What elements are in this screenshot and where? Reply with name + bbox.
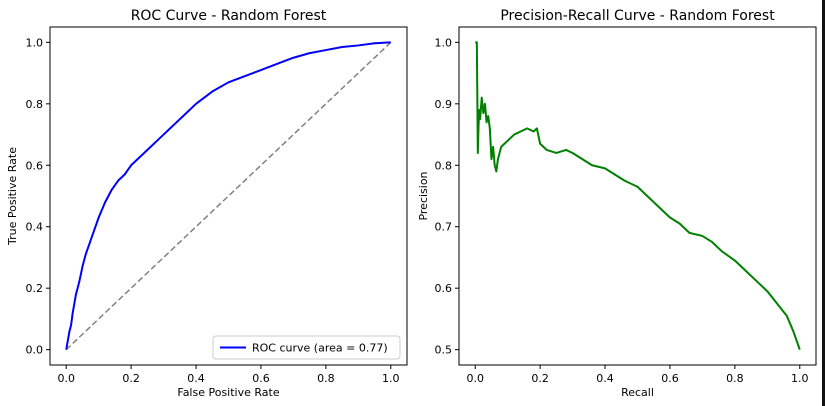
roc-y-tick-label: 0.4 [26,221,44,234]
pr-x-tick-label: 0.2 [531,372,549,385]
roc-x-tick-label: 0.8 [317,372,335,385]
roc-y-tick-label: 1.0 [26,36,44,49]
roc-y-tick-label: 0.2 [26,282,44,295]
roc-x-tick-label: 1.0 [382,372,400,385]
pr-y-tick-label: 0.9 [435,98,453,111]
roc-y-tick-label: 0.8 [26,98,44,111]
pr-x-tick-label: 0.4 [596,372,614,385]
roc-x-tick-label: 0.6 [252,372,270,385]
roc-y-axis-label: True Positive Rate [6,147,19,246]
roc-curve-line [65,41,391,350]
roc-chart-title: ROC Curve - Random Forest [131,8,327,24]
roc-x-tick-label: 0.2 [122,372,140,385]
roc-x-axis-label: False Positive Rate [177,386,279,399]
pr-chart-title: Precision-Recall Curve - Random Forest [500,8,775,24]
pr-plot-frame [458,26,817,366]
roc-plot-frame [49,26,408,366]
roc-legend-box [212,335,401,360]
roc-x-tick-label: 0.0 [57,372,75,385]
roc-legend: ROC curve (area = 0.77) [212,335,401,360]
pr-chart: 0.0 0.2 0.4 0.6 0.8 1.0 0.5 0.6 0.7 0.8 0.9 1.0 Pre… [417,8,817,399]
pr-x-axis-label: Recall [621,386,654,399]
pr-x-tick-label: 1.0 [791,372,809,385]
pr-x-tick-label: 0.0 [466,372,484,385]
pr-x-tick-label: 0.8 [726,372,744,385]
pr-curve-line [475,41,801,350]
roc-chart: 0.0 0.2 0.4 0.6 0.8 1.0 0.0 0.2 0.4 0.6 0.8 1.0 ROC… [6,8,408,399]
pr-x-tick-label: 0.6 [661,372,679,385]
roc-chance-line [65,41,392,351]
pr-y-tick-label: 0.6 [435,282,453,295]
window-edge [822,0,825,406]
roc-y-tick-label: 0.6 [26,159,44,172]
roc-x-tick-label: 0.4 [187,372,205,385]
pr-y-axis-label: Precision [417,171,430,220]
pr-y-tick-label: 0.7 [435,221,453,234]
roc-legend-label: ROC curve (area = 0.77) [252,342,388,355]
pr-y-tick-label: 0.5 [435,344,453,357]
roc-y-tick-label: 0.0 [26,344,44,357]
pr-y-tick-label: 1.0 [435,36,453,49]
pr-y-tick-label: 0.8 [435,159,453,172]
